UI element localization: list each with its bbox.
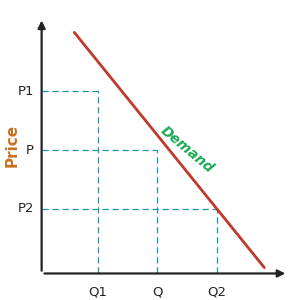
Text: Q1: Q1: [88, 285, 108, 298]
Text: Q: Q: [152, 285, 163, 298]
Text: Q2: Q2: [207, 285, 226, 298]
Text: P2: P2: [18, 202, 34, 215]
Text: P1: P1: [18, 85, 34, 98]
Text: Demand: Demand: [158, 124, 216, 176]
Text: P: P: [26, 143, 34, 157]
Text: Price: Price: [5, 124, 19, 167]
